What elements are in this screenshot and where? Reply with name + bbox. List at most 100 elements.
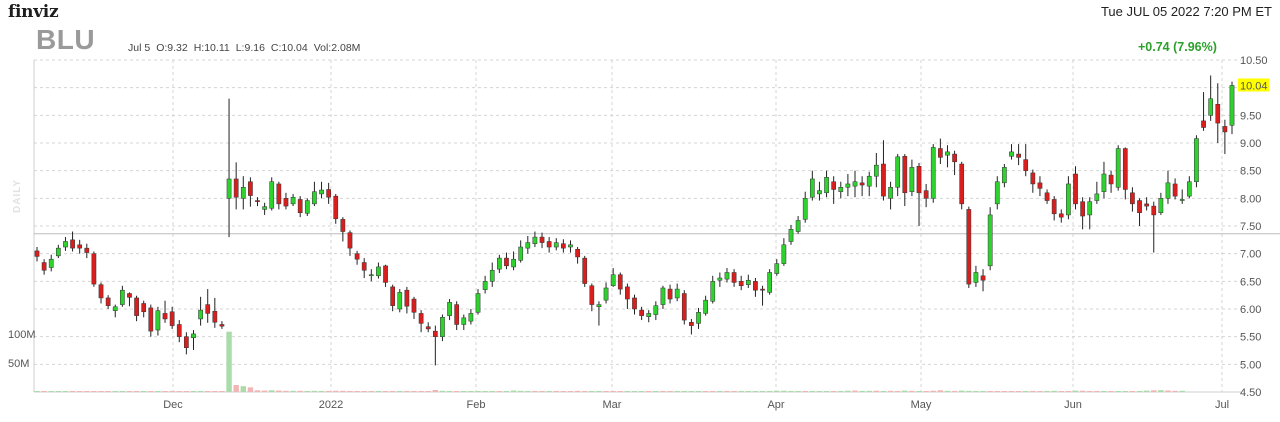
candle-up: [1179, 199, 1185, 201]
volume-bar: [496, 391, 503, 392]
candle-down: [639, 309, 644, 316]
candle-up: [845, 183, 851, 188]
candle-up: [788, 229, 794, 242]
candle-up: [304, 200, 310, 214]
volume-bar: [688, 391, 695, 392]
candle-up: [1186, 181, 1192, 197]
volume-bar: [140, 391, 147, 392]
candle-down: [1144, 203, 1149, 207]
candle-down: [1151, 205, 1157, 216]
candle-down: [1222, 126, 1228, 133]
finviz-logo[interactable]: finviz: [8, 2, 59, 22]
candle-up: [440, 317, 445, 337]
candle-down: [205, 304, 211, 314]
candle-down: [333, 195, 339, 220]
ohlc-readout: Jul 5 O:9.32 H:10.11 L:9.16 C:10.04 Vol:2.08M: [128, 42, 366, 54]
candle-up: [376, 266, 381, 277]
candle-down: [1023, 159, 1029, 171]
candle-up: [781, 244, 787, 264]
volume-bar: [574, 390, 581, 392]
volume-bar: [439, 390, 446, 392]
volume-bar: [909, 390, 915, 392]
volume-bar: [1079, 390, 1086, 392]
chart-datetime: Tue JUL 05 2022 7:20 PM ET: [1100, 4, 1272, 19]
volume-bar: [525, 391, 531, 392]
ohlc-close: C:10.04: [270, 42, 308, 54]
candle-down: [432, 330, 438, 337]
volume-bar: [290, 390, 296, 392]
candle-down: [1137, 200, 1142, 213]
volume-bar: [105, 391, 111, 392]
candle-up: [703, 299, 708, 314]
volume-bar: [233, 385, 239, 392]
volume-bar: [468, 391, 474, 392]
volume-bar: [802, 391, 808, 392]
candle-up: [824, 177, 829, 194]
volume-bar: [539, 391, 545, 392]
volume-bar: [354, 391, 360, 392]
volume-bar: [76, 391, 83, 392]
candle-up: [319, 189, 324, 195]
volume-bar: [197, 391, 204, 392]
volume-bar: [247, 387, 254, 392]
candle-down: [582, 257, 588, 284]
volume-bar: [887, 390, 894, 392]
candle-up: [198, 309, 203, 320]
volume-bar: [930, 390, 936, 392]
volume-bar: [873, 390, 880, 392]
ohlc-high: H:10.11: [193, 42, 230, 54]
candle-up: [511, 258, 516, 268]
last-price-marker: [1238, 78, 1269, 92]
candle-up: [767, 272, 772, 293]
candle-down: [753, 281, 758, 291]
y-tick-label: 8.00: [1240, 193, 1261, 205]
candle-up: [1208, 98, 1214, 116]
volume-bar: [34, 391, 40, 392]
volume-bar: [347, 390, 353, 392]
candle-down: [383, 265, 388, 283]
candle-down: [404, 289, 410, 307]
candle-up: [1094, 193, 1100, 201]
volume-bar: [596, 391, 602, 392]
candle-down: [539, 236, 545, 243]
candle-up: [568, 244, 573, 248]
candle-down: [105, 297, 111, 306]
candle-down: [176, 324, 182, 337]
volume-bar: [446, 390, 453, 392]
volume-bar: [816, 391, 823, 392]
volume-bar: [567, 391, 574, 392]
candle-down: [881, 163, 886, 197]
candle-down: [127, 293, 132, 298]
volume-bar: [389, 391, 396, 392]
candle-down: [425, 326, 431, 330]
y-tick-label: 9.00: [1240, 138, 1261, 150]
volume-bar: [84, 391, 90, 392]
volume-bar: [845, 390, 851, 392]
candle-up: [895, 156, 901, 188]
candle-down: [504, 257, 509, 267]
volume-bar: [759, 390, 766, 392]
x-tick-label: Mar: [603, 399, 622, 411]
volume-bar: [859, 390, 865, 392]
volume-bar: [411, 391, 417, 392]
volume-bar: [830, 391, 837, 392]
candle-down: [546, 241, 552, 248]
candle-down: [667, 288, 673, 300]
volume-bar: [190, 391, 197, 392]
x-tick-label: Feb: [467, 399, 486, 411]
volume-bar: [966, 390, 972, 392]
volume-bar: [162, 391, 168, 392]
candle-down: [760, 288, 765, 291]
volume-bar: [1179, 390, 1185, 392]
candle-up: [1194, 138, 1199, 182]
candle-up: [226, 178, 232, 199]
candle-up: [262, 206, 267, 210]
ohlc-low: L:9.16: [235, 42, 265, 54]
volume-bar: [944, 390, 951, 392]
volume-bar: [667, 391, 673, 392]
candle-down: [212, 310, 218, 323]
volume-bar: [660, 391, 666, 392]
candle-up: [269, 181, 275, 209]
volume-tick-label: 50M: [8, 358, 29, 370]
